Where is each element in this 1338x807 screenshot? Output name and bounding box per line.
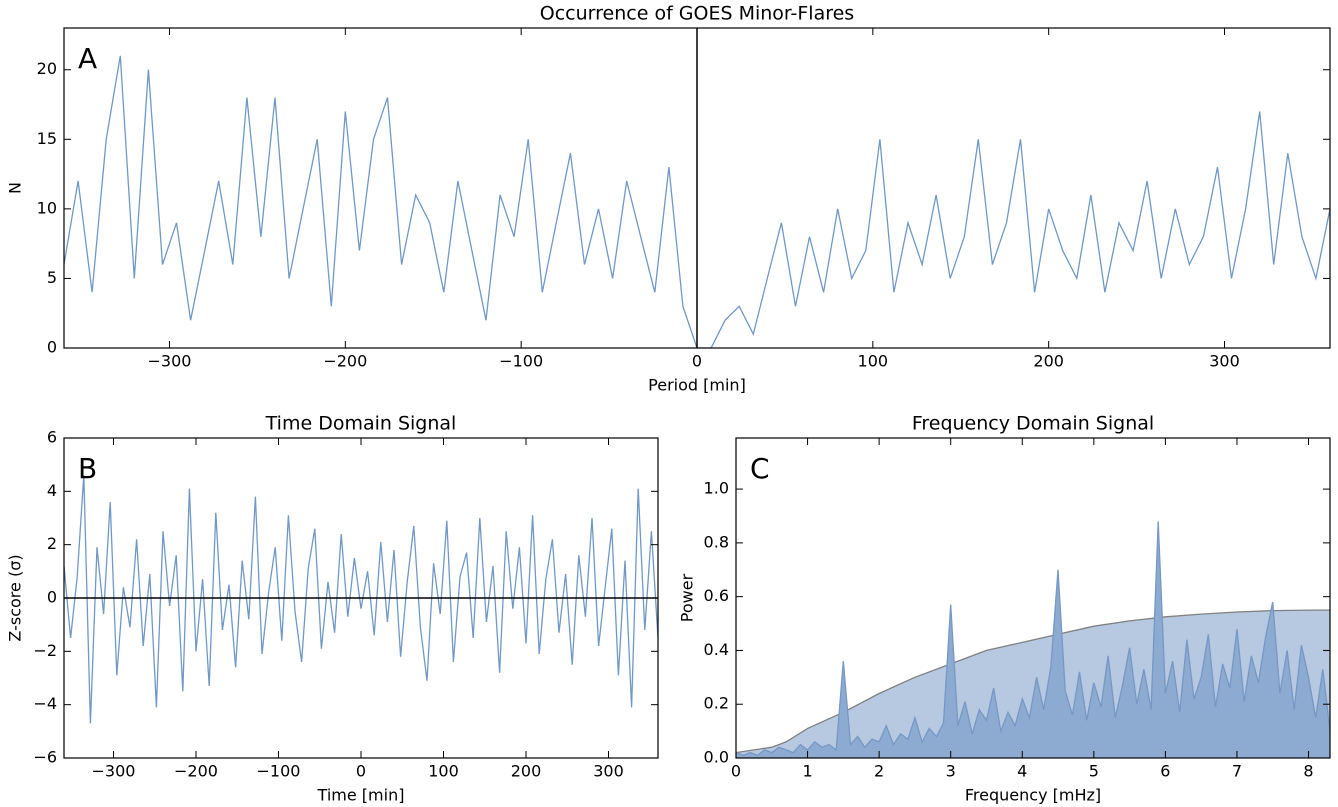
- x-tick-label: 7: [1232, 762, 1242, 781]
- y-tick-label: 0.0: [704, 748, 729, 767]
- y-tick-label: 1.0: [704, 479, 729, 498]
- y-axis-label: Z-score (σ): [6, 554, 25, 641]
- x-tick-label: 5: [1089, 762, 1099, 781]
- x-tick-label: −300: [148, 352, 192, 371]
- x-tick-label: 100: [858, 352, 889, 371]
- line: [64, 55, 1330, 348]
- chart-title: Frequency Domain Signal: [912, 413, 1154, 435]
- y-tick-label: 2: [47, 534, 57, 553]
- x-tick-label: 6: [1160, 762, 1170, 781]
- x-tick-label: 8: [1303, 762, 1313, 781]
- y-tick-label: 0.6: [704, 586, 729, 605]
- y-tick-label: 10: [37, 198, 57, 217]
- panel: 0 1 2 3 4 5 6 7 8 0.0 0.2 0.4 0.6 0.8 1.0 Frequency Dom…: [678, 413, 1331, 805]
- x-tick-label: −300: [92, 762, 136, 781]
- y-tick-label: −6: [33, 748, 57, 767]
- plot-area: [64, 475, 658, 724]
- plot-area: [736, 521, 1330, 758]
- line: [736, 609, 1330, 754]
- y-tick-label: 20: [37, 59, 57, 78]
- y-tick-label: 0: [47, 338, 57, 357]
- panel-label: C: [750, 452, 770, 485]
- x-tick-label: 200: [1033, 352, 1064, 371]
- y-tick-label: 5: [47, 268, 57, 287]
- y-tick-label: 0: [47, 588, 57, 607]
- y-tick-label: 4: [47, 481, 57, 500]
- y-tick-label: 15: [37, 129, 57, 148]
- x-axis-label: Frequency [mHz]: [965, 786, 1101, 805]
- line: [736, 521, 1330, 757]
- x-tick-label: −100: [257, 762, 301, 781]
- panel: −300 −200 −100 0 100 200 300 0 5 10 15 20 Occurrence…: [6, 3, 1331, 395]
- panel-label: A: [78, 42, 97, 75]
- chart-title: Occurrence of GOES Minor-Flares: [540, 3, 854, 25]
- y-tick-label: 6: [47, 428, 57, 447]
- y-tick-label: 0.4: [704, 640, 729, 659]
- y-tick-label: −4: [33, 694, 57, 713]
- plot-area: [64, 28, 1330, 348]
- y-axis-label: Power: [678, 573, 697, 622]
- x-tick-label: 2: [874, 762, 884, 781]
- x-tick-label: 200: [511, 762, 542, 781]
- x-tick-label: −200: [323, 352, 367, 371]
- chart-title: Time Domain Signal: [265, 413, 457, 435]
- x-tick-label: −200: [174, 762, 218, 781]
- y-tick-label: 0.2: [704, 694, 729, 713]
- x-tick-label: 0: [731, 762, 741, 781]
- x-tick-label: 4: [1017, 762, 1027, 781]
- x-tick-label: 300: [593, 762, 624, 781]
- y-tick-label: −2: [33, 641, 57, 660]
- x-axis-label: Period [min]: [648, 376, 746, 395]
- panel: −300 −200 −100 0 100 200 300 −6 −4 −2 0 2 4 6 Time Dom…: [6, 413, 659, 805]
- x-tick-label: 3: [946, 762, 956, 781]
- x-tick-label: −100: [499, 352, 543, 371]
- x-tick-label: 1: [802, 762, 812, 781]
- line: [64, 475, 658, 724]
- panel-label: B: [78, 452, 97, 485]
- y-axis-label: N: [6, 182, 25, 194]
- x-tick-label: 0: [356, 762, 366, 781]
- y-tick-label: 0.8: [704, 532, 729, 551]
- x-tick-label: 300: [1209, 352, 1240, 371]
- plot-frame: [735, 437, 1331, 759]
- x-tick-label: 0: [692, 352, 702, 371]
- x-tick-label: 100: [428, 762, 459, 781]
- x-axis-label: Time [min]: [317, 786, 405, 805]
